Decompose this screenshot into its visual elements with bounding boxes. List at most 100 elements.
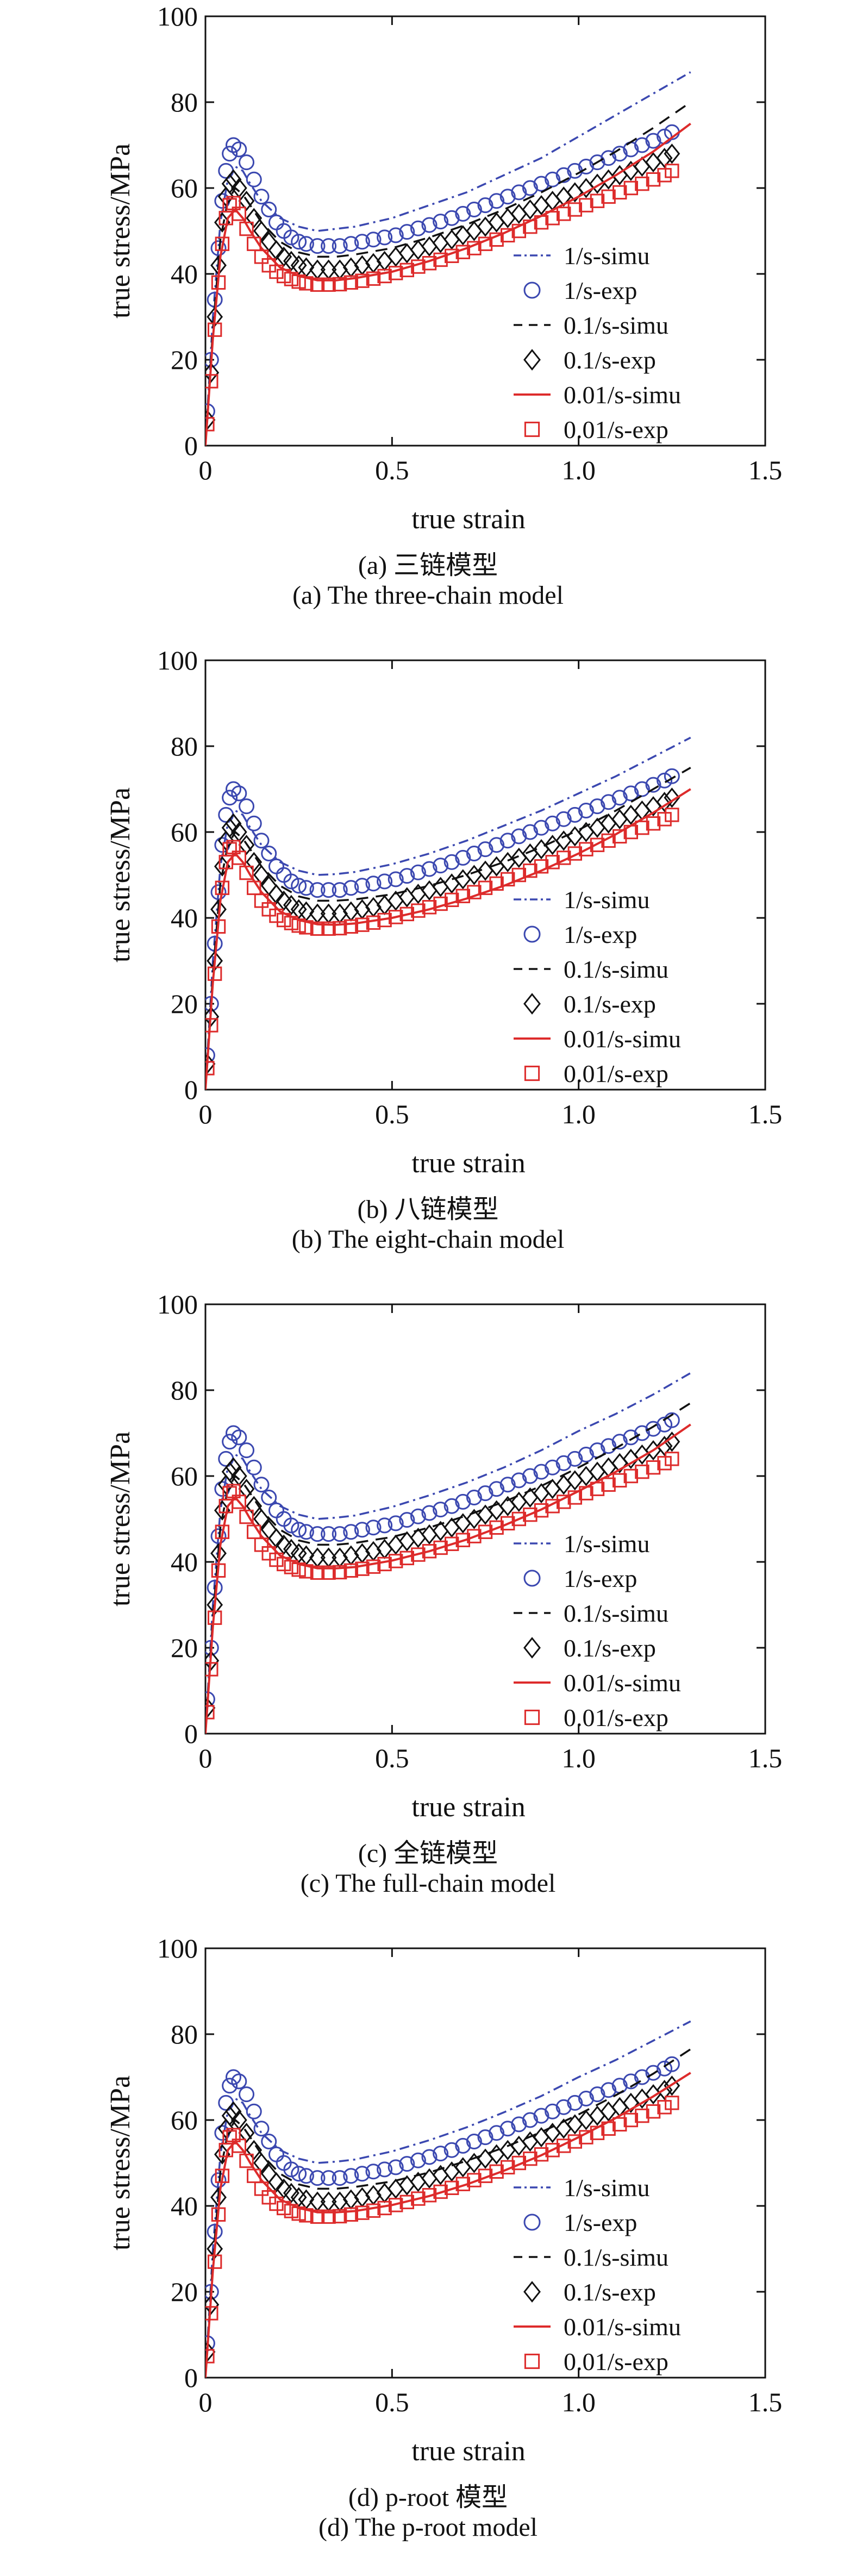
data-point — [343, 236, 359, 252]
y-axis-label: true stress/MPa — [105, 1431, 136, 1606]
data-point — [222, 2130, 237, 2144]
data-point — [225, 2101, 242, 2122]
x-tick-label: 0.5 — [375, 1099, 409, 1129]
data-point — [656, 792, 673, 812]
data-point — [290, 255, 307, 276]
data-point — [211, 919, 226, 934]
data-point — [211, 2207, 226, 2222]
data-point — [261, 202, 277, 217]
data-point — [611, 790, 628, 806]
legend-label: 1/s-simu — [564, 1530, 649, 1558]
data-point — [261, 2134, 277, 2149]
y-tick-label: 0 — [184, 430, 198, 461]
data-point — [511, 2155, 526, 2171]
legend-label: 0.1/s-exp — [564, 346, 656, 374]
data-point — [298, 1524, 314, 1540]
data-point — [635, 820, 649, 835]
x-tick-label: 1.0 — [561, 1099, 596, 1129]
data-point — [365, 1520, 382, 1536]
data-point — [555, 1455, 572, 1471]
data-point — [489, 2125, 505, 2141]
data-point — [555, 2099, 572, 2115]
data-point — [501, 2160, 515, 2175]
y-tick-label: 40 — [171, 1547, 198, 1577]
data-point — [399, 1512, 415, 1528]
data-point — [467, 1529, 482, 1543]
data-point — [601, 2121, 616, 2136]
legend-label: 1/s-exp — [564, 2209, 637, 2236]
data-point — [221, 817, 238, 838]
data-point — [499, 2121, 516, 2137]
data-point — [246, 208, 263, 228]
data-point — [284, 1560, 299, 1574]
data-point — [656, 1436, 673, 1456]
data-point — [388, 227, 404, 243]
data-point — [207, 1610, 222, 1625]
chart-panel: 0 20 40 60 80 100 0 0.5 1.0 1.5 true strain true st… — [0, 1932, 856, 2576]
data-point — [578, 803, 594, 818]
data-point — [253, 2153, 270, 2173]
data-point — [377, 2200, 392, 2216]
data-point — [298, 2168, 314, 2184]
data-point — [333, 2209, 347, 2224]
data-point — [276, 890, 292, 911]
data-point — [309, 882, 326, 898]
data-point — [221, 173, 238, 194]
data-point — [611, 1434, 628, 1450]
data-point — [238, 191, 255, 211]
data-point — [478, 1524, 493, 1539]
data-point — [343, 275, 358, 290]
data-point — [645, 1421, 661, 1437]
data-point — [410, 1508, 426, 1524]
data-point — [635, 176, 649, 191]
data-point — [377, 2161, 393, 2178]
data-point — [665, 1452, 679, 1466]
data-point — [433, 1502, 449, 1518]
data-point — [354, 878, 370, 894]
y-tick-label: 40 — [171, 259, 198, 289]
data-point — [269, 2196, 284, 2211]
data-point — [276, 246, 292, 267]
data-point — [232, 1495, 247, 1509]
y-tick-label: 40 — [171, 2191, 198, 2221]
data-point — [445, 892, 459, 908]
data-point — [645, 777, 661, 793]
data-point — [239, 221, 254, 236]
legend-marker — [523, 349, 541, 371]
y-tick-label: 80 — [171, 731, 198, 761]
data-point — [238, 1479, 255, 1499]
data-point — [657, 812, 672, 827]
data-point — [410, 220, 426, 236]
data-point — [511, 184, 527, 201]
data-point — [489, 1520, 504, 1535]
data-point — [623, 785, 639, 802]
data-point — [277, 1556, 291, 1572]
data-point — [269, 1552, 284, 1567]
data-point — [389, 266, 403, 280]
chart-panel: 0 20 40 60 80 100 0 0.5 1.0 1.5 true strain true st… — [0, 1288, 856, 1932]
y-axis-label: true stress/MPa — [105, 787, 136, 962]
legend-label: 1/s-simu — [564, 2174, 649, 2202]
data-point — [226, 137, 241, 153]
data-point — [277, 2200, 291, 2216]
data-point — [343, 880, 359, 896]
data-point — [205, 362, 220, 383]
data-point — [623, 1468, 638, 1484]
data-point — [545, 2103, 561, 2119]
y-tick-label: 80 — [171, 87, 198, 117]
data-point — [239, 1442, 255, 1459]
stress-strain-chart: 0 20 40 60 80 100 0 0.5 1.0 1.5 true strain true st… — [105, 1933, 782, 2467]
data-point — [321, 238, 337, 254]
data-point — [522, 824, 538, 840]
data-point — [567, 2094, 583, 2111]
data-point — [222, 2078, 238, 2094]
data-point — [309, 2170, 326, 2186]
data-point — [533, 176, 549, 192]
data-point — [388, 871, 404, 887]
data-point — [365, 2164, 382, 2180]
data-point — [664, 768, 680, 784]
data-point — [613, 1473, 627, 1488]
data-point — [388, 2159, 404, 2175]
legend-label: 1/s-exp — [564, 277, 637, 304]
data-point — [522, 2112, 538, 2128]
